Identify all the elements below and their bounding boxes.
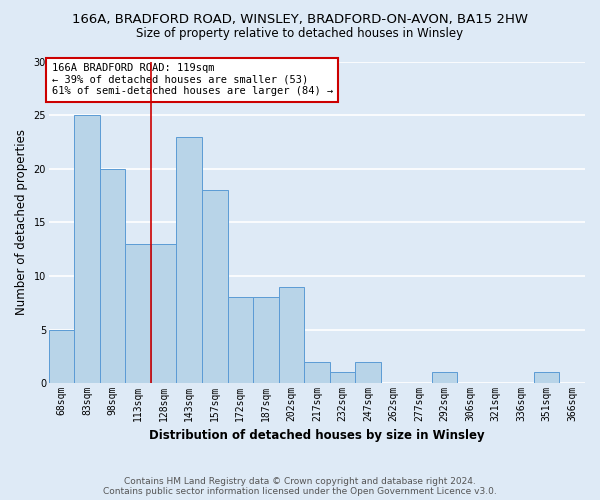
Bar — [278, 286, 304, 383]
Text: Size of property relative to detached houses in Winsley: Size of property relative to detached ho… — [136, 28, 464, 40]
Bar — [432, 372, 457, 383]
Bar — [49, 330, 74, 383]
Text: 166A BRADFORD ROAD: 119sqm
← 39% of detached houses are smaller (53)
61% of semi: 166A BRADFORD ROAD: 119sqm ← 39% of deta… — [52, 63, 333, 96]
Bar — [151, 244, 176, 383]
Bar — [329, 372, 355, 383]
Y-axis label: Number of detached properties: Number of detached properties — [15, 130, 28, 316]
Bar — [253, 298, 278, 383]
Bar — [355, 362, 381, 383]
Bar — [74, 115, 100, 383]
Text: 166A, BRADFORD ROAD, WINSLEY, BRADFORD-ON-AVON, BA15 2HW: 166A, BRADFORD ROAD, WINSLEY, BRADFORD-O… — [72, 12, 528, 26]
Bar — [202, 190, 227, 383]
Text: Contains HM Land Registry data © Crown copyright and database right 2024.
Contai: Contains HM Land Registry data © Crown c… — [103, 476, 497, 496]
Bar — [304, 362, 329, 383]
Bar — [227, 298, 253, 383]
Bar — [125, 244, 151, 383]
Bar — [100, 168, 125, 383]
Bar — [176, 136, 202, 383]
Bar — [534, 372, 559, 383]
X-axis label: Distribution of detached houses by size in Winsley: Distribution of detached houses by size … — [149, 430, 485, 442]
